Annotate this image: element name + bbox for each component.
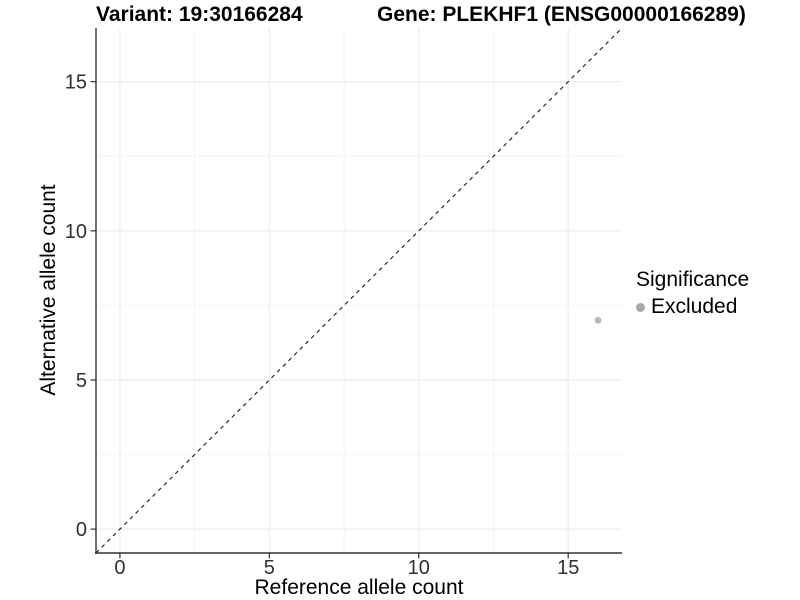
data-point [594, 316, 602, 324]
legend-item-excluded: Excluded [636, 295, 749, 319]
x-tick-label: 5 [264, 557, 275, 579]
x-tick-label: 0 [114, 557, 125, 579]
plot-title-gene: Gene: PLEKHF1 (ENSG00000166289) [377, 3, 746, 26]
y-axis-title: Alternative allele count [37, 184, 60, 396]
excluded-point-icon [636, 302, 645, 312]
legend-title: Significance [636, 268, 750, 291]
identity-line [95, 27, 623, 554]
x-tick-label: 10 [408, 557, 430, 579]
y-tick-label: 10 [65, 221, 87, 243]
x-axis-title: Reference allele count [254, 576, 464, 599]
legend: Significance Excluded [636, 268, 749, 319]
legend-item-label: Excluded [651, 295, 738, 318]
plot-title-variant: Variant: 19:30166284 [96, 3, 303, 26]
y-tick-label: 5 [76, 370, 87, 392]
y-tick-label: 15 [65, 72, 87, 94]
x-tick-label: 15 [557, 557, 579, 579]
y-tick-label: 0 [76, 519, 87, 541]
